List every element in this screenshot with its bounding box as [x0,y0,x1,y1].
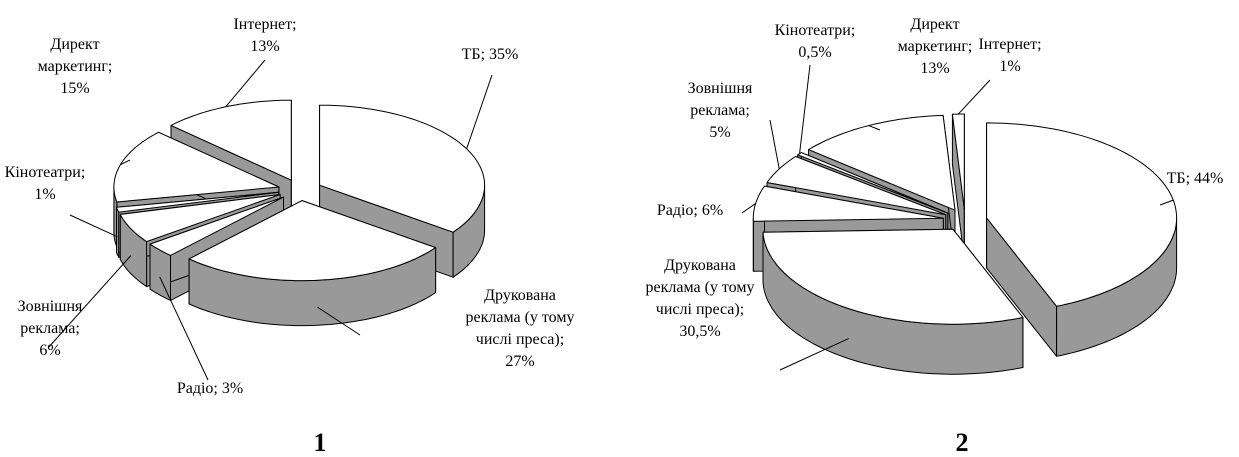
slice-label: ТБ; 44% [1150,168,1239,190]
slice-top [116,191,279,213]
slice-label: Директ маркетинг; 13% [890,14,980,80]
category-name: Директ маркетинг [897,16,968,55]
label-separator: ; [80,164,86,181]
slice-top [752,185,944,222]
value-label: 0,5% [798,44,832,61]
slice-label: Кінотеатри; 0,5% [770,20,860,64]
slice-top [762,228,1024,325]
value-label: 35% [489,46,519,63]
slice-label: ТБ; 35% [440,44,540,66]
leader-line [120,159,131,166]
category-name: ТБ [461,46,481,63]
value-label: 3% [221,380,244,397]
category-name: Друкована реклама (у тому числі преса) [465,287,575,348]
leader-line [317,306,361,336]
label-separator: ; [693,202,698,219]
category-name: Друкована реклама (у тому числі преса) [645,257,755,318]
slice-label: Зовнішня реклама; 6% [10,296,90,362]
value-label: 1% [34,186,56,203]
value-label: 13% [920,60,950,77]
leader-line [466,74,493,150]
value-label: 15% [60,80,90,97]
leader-line [741,203,756,214]
slice-label: Директ маркетинг; 15% [30,34,120,100]
label-separator: ; [213,380,218,397]
slice-top [119,194,281,243]
slice-label: Друкована реклама (у тому числі преса); … [460,285,580,373]
label-separator: ; [745,102,750,119]
label-separator: ; [292,16,297,33]
leader-line [69,214,118,238]
category-name: ТБ [1166,170,1186,187]
label-separator: ; [739,301,745,318]
slice-top [170,99,292,181]
label-separator: ; [1185,170,1191,187]
leader-line [225,59,266,108]
slice-top [113,131,280,203]
leader-line [769,119,780,170]
label-separator: ; [559,331,565,348]
slice-label: Кінотеатри; 1% [0,162,90,206]
slice-label: Інтернет; 1% [970,34,1050,78]
category-name: Радіо [656,202,694,219]
label-separator: ; [75,320,80,337]
label-separator: ; [1037,36,1042,53]
category-name: Зовнішня реклама [687,80,753,119]
label-separator: ; [967,38,973,55]
leader-line [47,255,132,349]
slice-label: Радіо; 3% [150,378,270,400]
value-label: 44% [1194,170,1224,187]
label-separator: ; [480,46,486,63]
slice-label: Інтернет; 13% [225,14,305,58]
value-label: 30,5% [679,323,721,340]
category-name: Інтернет [233,16,293,33]
leader-line [159,276,209,381]
value-label: 13% [250,38,280,55]
leader-line [799,64,811,154]
chart-title: 2 [955,428,969,457]
slice-label: Друкована реклама (у тому числі преса); … [645,255,755,343]
value-label: 27% [505,353,535,370]
slice-top [149,196,284,256]
category-name: Директ маркетинг [37,36,108,75]
leader-line [779,338,849,371]
value-label: 6% [39,342,61,359]
value-label: 1% [999,58,1021,75]
value-label: 6% [701,202,724,219]
slice-top [766,156,947,216]
category-name: Інтернет [978,36,1038,53]
leader-line [957,79,991,115]
category-name: Кінотеатри [774,22,851,39]
value-label: 5% [709,124,731,141]
label-separator: ; [850,22,856,39]
leader-line [1159,199,1174,206]
category-name: Радіо [176,380,214,397]
category-name: Зовнішня реклама [17,298,83,337]
slice-top [188,200,437,282]
slice-side [116,206,120,258]
leader-line [868,125,881,131]
slice-label: Зовнішня реклама; 5% [680,78,760,144]
label-separator: ; [107,58,113,75]
slice-label: Радіо; 6% [640,200,740,222]
category-name: Кінотеатри [4,164,81,181]
chart-title: 1 [313,428,327,457]
slice-top [986,122,1178,307]
